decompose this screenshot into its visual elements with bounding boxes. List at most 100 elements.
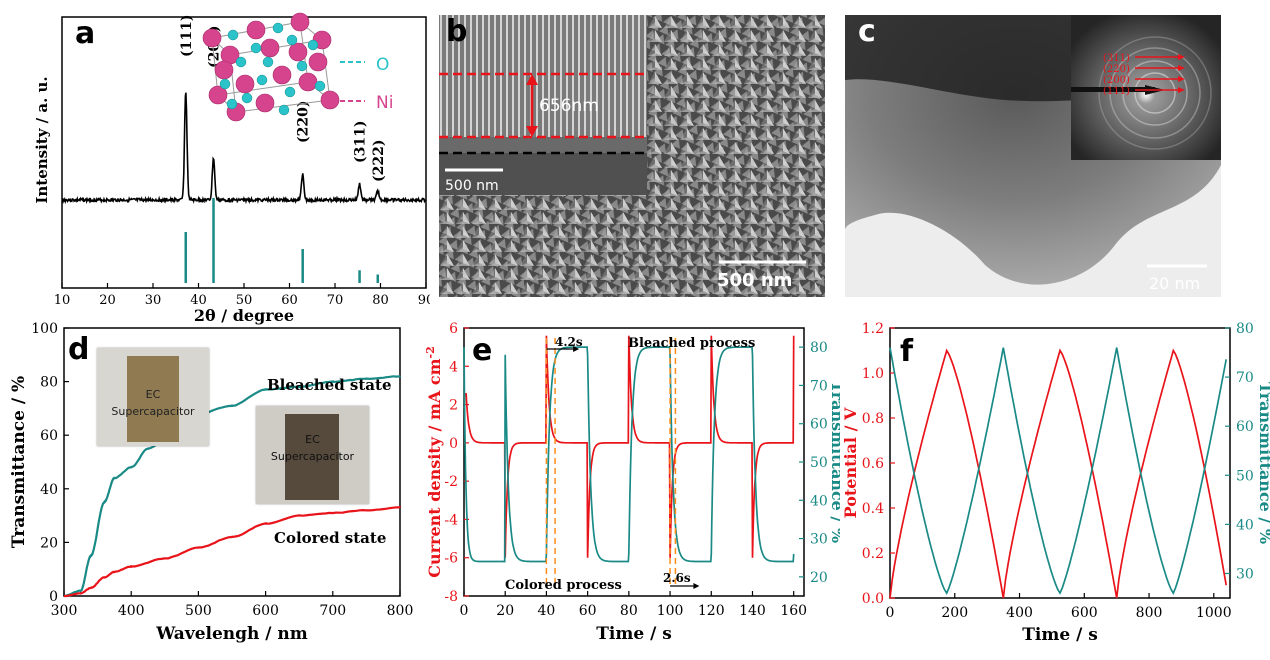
e-ytick-left: 0: [449, 436, 458, 452]
f-ytick-left: 0.0: [862, 591, 884, 607]
panel-e-ylabel-sup: -2: [424, 346, 437, 358]
e-ytick-left: 2: [449, 398, 458, 414]
f-ytick-left: 0.8: [862, 411, 884, 427]
panel-b-label: b: [446, 15, 468, 49]
e-ytick-right: 20: [810, 570, 828, 586]
ni-atom: [202, 28, 222, 48]
e-xtick-label: 40: [538, 603, 556, 619]
e-ytick-right: 50: [810, 455, 828, 471]
a-xtick-label: 90: [418, 293, 430, 308]
crystal-structure-icon: [202, 12, 340, 122]
bleached-process-label: Bleached process: [628, 336, 755, 351]
panel-a-xlabel: 2θ / degree: [194, 306, 294, 325]
a-xtick-label: 30: [145, 293, 162, 308]
panel-f-ylabel-right: Transmittance / %: [1256, 382, 1270, 544]
f-ytick-right: 30: [1236, 566, 1254, 582]
panel-a-chart: 102030405060708090 (111)(200)(220)(311)(…: [33, 12, 434, 325]
f-xtick-label: 400: [1006, 605, 1033, 621]
tem-scale-label: 20 nm: [1149, 274, 1200, 293]
peak-label: (111): [179, 15, 195, 57]
colored-time-label: 2.6s: [663, 571, 691, 585]
panel-d: 300 400 500 600 700 800 0 20 40 60 80 100 Wavelengh…: [0, 318, 420, 656]
o-atom: [227, 29, 239, 41]
o-atom: [286, 34, 298, 46]
panel-c-label: c: [858, 15, 876, 49]
diffraction-ring-label: (311): [1103, 53, 1130, 64]
e-xtick-label: 60: [579, 603, 597, 619]
o-atom: [219, 78, 231, 90]
colored-process-label: Colored process: [505, 578, 622, 593]
panel-f-ylabel-left: Potential / V: [841, 407, 860, 518]
e-ytick-right: 30: [810, 532, 828, 548]
legend-o-label: O: [376, 55, 389, 75]
d-xtick-label: 700: [319, 603, 346, 619]
d-xtick-label: 400: [118, 603, 145, 619]
diffraction-ring-label: (111): [1103, 86, 1130, 97]
d-xtick-label: 500: [185, 603, 212, 619]
panel-e-label: e: [472, 333, 493, 368]
o-atom: [307, 39, 319, 51]
bleached-time-label: 4.2s: [555, 335, 583, 349]
d-ytick-label: 100: [31, 321, 58, 337]
panel-a-label: a: [75, 16, 96, 51]
bleached-state-label: Bleached state: [267, 376, 392, 394]
legend-ni-label: Ni: [376, 93, 393, 113]
e-ytick-right: 80: [810, 340, 828, 356]
xrd-pattern-line: [61, 92, 426, 205]
f-ytick-left: 0.2: [862, 546, 884, 562]
panel-a-ylabel: Intensity / a. u.: [33, 76, 51, 203]
d-ytick-label: 20: [40, 535, 58, 551]
svg-text:Current density / mA cm-2: Current density / mA cm-2: [424, 346, 444, 578]
d-ytick-label: 60: [40, 428, 58, 444]
f-ytick-right: 40: [1236, 517, 1254, 533]
a-xtick-label: 50: [236, 293, 253, 308]
e-ytick-right: 70: [810, 378, 828, 394]
peak-label: (222): [371, 140, 387, 182]
a-xtick-label: 20: [99, 293, 116, 308]
scale-bar-label: 500 nm: [717, 270, 792, 291]
transmittance-line-f: [889, 347, 1228, 595]
ni-atom: [298, 72, 318, 92]
f-ytick-left: 1.2: [862, 321, 884, 337]
d-ytick-label: 0: [49, 589, 58, 605]
a-xtick-label: 80: [372, 293, 389, 308]
e-xtick-label: 140: [739, 603, 766, 619]
d-ytick-label: 40: [40, 482, 58, 498]
cross-section-inset: 656nm 500 nm: [439, 15, 647, 195]
ni-atom: [308, 52, 328, 72]
o-atom: [250, 42, 262, 54]
panel-b-sem-image: 656nm 500 nm 500 nm b: [439, 15, 825, 297]
o-atom: [235, 56, 247, 68]
d-xtick-label: 600: [252, 603, 279, 619]
photo1-text-ec: EC: [145, 388, 161, 401]
ni-atom: [260, 38, 280, 58]
panel-f-label: f: [900, 334, 914, 369]
panel-d-chart: 300 400 500 600 700 800 0 20 40 60 80 100 Wavelengh…: [9, 321, 413, 644]
ni-atom: [246, 20, 266, 40]
ni-atom: [208, 85, 228, 105]
e-ytick-left: -8: [444, 589, 458, 605]
e-ytick-left: -4: [444, 512, 458, 528]
e-xtick-label: 160: [780, 603, 807, 619]
colored-state-label: Colored state: [274, 529, 386, 547]
o-atom: [296, 60, 308, 72]
e-xtick-label: 80: [620, 603, 638, 619]
f-ytick-right: 80: [1236, 321, 1254, 337]
o-atom: [241, 92, 253, 104]
saed-pattern-inset: (311)(220)(200)(111): [1071, 15, 1221, 160]
panel-d-label: d: [68, 332, 90, 367]
colored-state-line: [63, 506, 402, 598]
d-ytick-label: 80: [40, 375, 58, 391]
panel-f-xlabel: Time / s: [1022, 625, 1098, 645]
ni-atom: [255, 93, 275, 113]
a-xtick-label: 40: [190, 293, 207, 308]
a-xtick-label: 70: [327, 293, 344, 308]
panel-c-tem-image: (311) (220) (200) (111) 20 nm c: [845, 15, 1221, 297]
diffraction-ring-label: (220): [1103, 64, 1130, 75]
panel-f-chart: 0 200 400 600 800 1000 0.0 0.2 0.4 0.6 0.8 1.0 1.2 30…: [841, 321, 1270, 645]
f-ytick-right: 50: [1236, 468, 1254, 484]
e-xtick-label: 100: [657, 603, 684, 619]
e-ytick-left: 6: [449, 321, 458, 337]
e-ytick-left: -6: [444, 551, 458, 567]
diffraction-ring-label: (200): [1103, 75, 1130, 86]
